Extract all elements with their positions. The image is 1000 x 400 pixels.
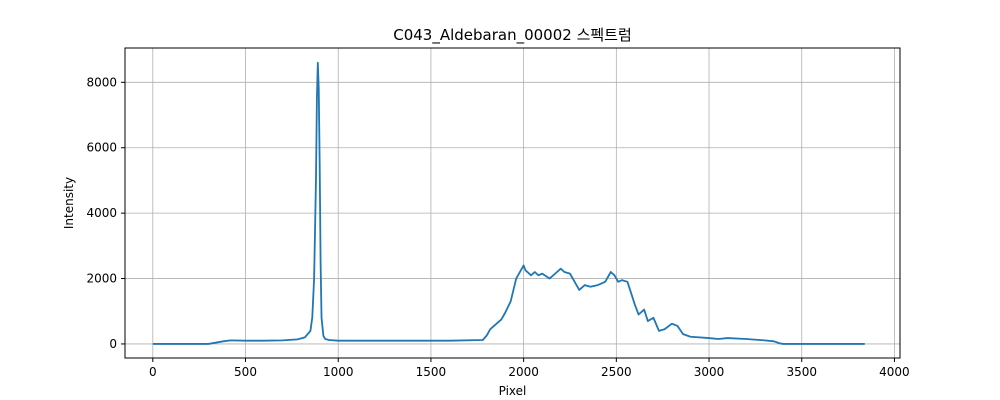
- plot-frame: [124, 47, 901, 359]
- y-tick-label: 0: [109, 337, 117, 351]
- x-tick-label: 3500: [786, 365, 817, 379]
- x-tick-label: 1500: [416, 365, 447, 379]
- x-tick-label: 2000: [508, 365, 539, 379]
- x-axis-title: Pixel: [499, 384, 527, 398]
- y-tick-label: 2000: [86, 272, 117, 286]
- y-tick-label: 4000: [86, 206, 117, 220]
- y-tick-label: 8000: [86, 75, 117, 89]
- chart-title: C043_Aldebaran_00002 스펙트럼: [393, 26, 632, 45]
- y-axis-ticks: 0 2000 4000 6000 8000: [86, 75, 125, 351]
- y-axis-title: Intensity: [62, 177, 76, 229]
- grid-lines: [125, 48, 900, 358]
- x-tick-label: 2500: [601, 365, 632, 379]
- x-tick-label: 3000: [694, 365, 725, 379]
- x-tick-label: 0: [149, 365, 157, 379]
- x-tick-label: 4000: [879, 365, 910, 379]
- series-line: [152, 61, 865, 345]
- x-axis-ticks: 0 500 1000 1500 2000 2500 3000 3500 4000: [149, 358, 910, 379]
- plot-area: [152, 61, 865, 345]
- x-tick-label: 1000: [323, 365, 354, 379]
- y-tick-label: 6000: [86, 141, 117, 155]
- x-tick-label: 500: [234, 365, 257, 379]
